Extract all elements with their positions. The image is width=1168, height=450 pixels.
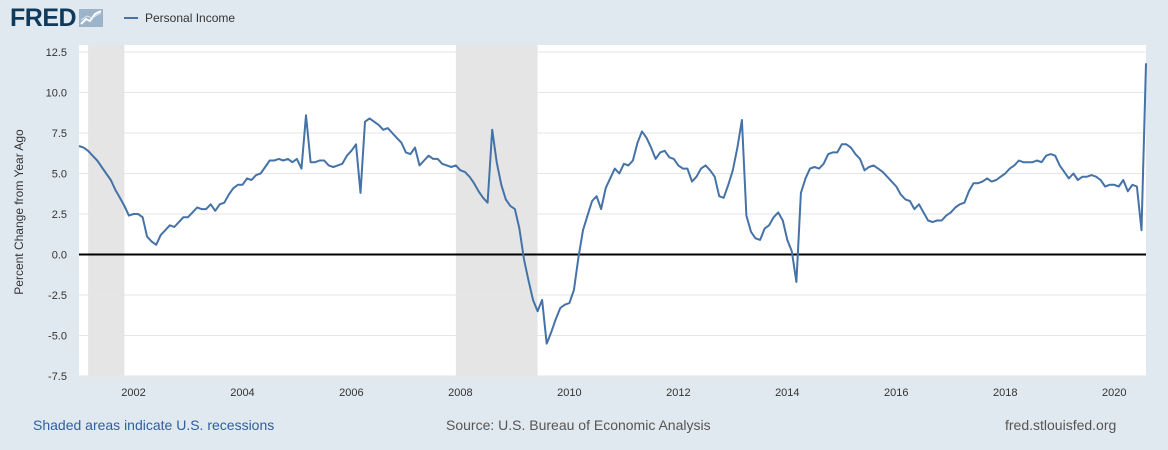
fred-logo-text: FRED [10,3,77,32]
y-tick-label: 12.5 [46,47,67,59]
recessions-note-link[interactable]: Shaded areas indicate U.S. recessions [33,417,275,433]
y-tick-label: -7.5 [48,371,67,383]
x-tick-label: 2008 [448,387,472,399]
recession-shading [88,45,538,376]
y-tick-labels: 12.5 10.0 7.5 5.0 2.5 0.0 -2.5 -5.0 -7.5 [46,47,67,383]
y-tick-label: 5.0 [52,169,67,181]
x-tick-label: 2016 [884,387,908,399]
chart-line-icon [79,9,104,27]
x-tick-label: 2014 [775,387,799,399]
fred-logo[interactable]: FRED [10,3,104,32]
recession-band [455,45,538,376]
y-tick-label: 10.0 [46,88,67,100]
x-tick-label: 2010 [557,387,581,399]
y-tick-label: 2.5 [52,209,67,221]
legend-line-swatch [124,17,138,19]
x-tick-label: 2006 [339,387,363,399]
x-tick-label: 2020 [1102,387,1126,399]
y-tick-label: 7.5 [52,128,67,140]
x-tick-label: 2012 [666,387,690,399]
x-tick-label: 2018 [993,387,1017,399]
source-note: Source: U.S. Bureau of Economic Analysis [446,417,711,433]
series-line-personal-income [78,63,1147,345]
x-tick-label: 2004 [230,387,254,399]
y-tick-label: -2.5 [48,290,67,302]
chart-legend: Personal Income [124,11,235,25]
chart-header: FRED Personal Income [0,0,1168,40]
x-tick-labels: 2002 2004 2006 2008 2010 2012 2014 2016 2018 2020 [121,387,1126,399]
x-tick-label: 2002 [121,387,145,399]
site-url: fred.stlouisfed.org [1005,417,1117,433]
y-axis-title: Percent Change from Year Ago [12,129,26,295]
plot-area [79,45,1146,376]
y-tick-label: 0.0 [52,250,67,262]
recession-band [88,45,125,376]
y-tick-label: -5.0 [48,331,67,343]
line-chart: 12.510.07.55.02.50.0-2.5-5.0-7.5 2002 200… [12,45,1147,399]
legend-label: Personal Income [145,11,236,25]
chart-footer: Shaded areas indicate U.S. recessions So… [0,412,1168,440]
